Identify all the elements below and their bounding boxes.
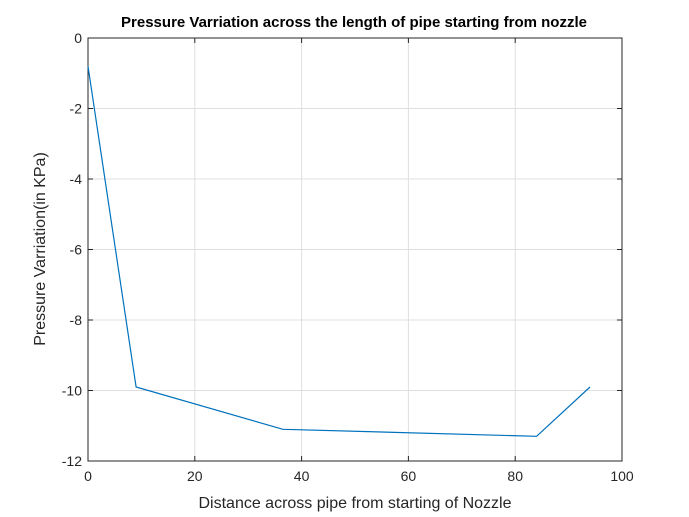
- x-tick-label: 100: [610, 468, 634, 484]
- x-tick-label: 20: [187, 468, 203, 484]
- x-tick-label: 0: [84, 468, 92, 484]
- y-tick-label: -2: [70, 101, 83, 117]
- y-tick-label: -8: [70, 312, 83, 328]
- series-line: [87, 66, 591, 437]
- y-tick-label: -10: [62, 383, 82, 399]
- chart-title: Pressure Varriation across the length of…: [121, 14, 587, 31]
- y-tick-label: -4: [70, 171, 83, 187]
- y-tick-label: 0: [74, 30, 82, 46]
- axis-ticks: [87, 37, 623, 462]
- y-tick-label: -6: [70, 242, 83, 258]
- series-group: [87, 66, 591, 437]
- grid-lines: [88, 38, 622, 461]
- y-tick-label: -12: [62, 453, 82, 469]
- y-tick-labels: 0 -2 -4 -6 -8 -10 -12: [62, 30, 82, 469]
- x-tick-label: 60: [401, 468, 417, 484]
- y-axis-label: Pressure Varriation(in KPa): [32, 152, 49, 346]
- x-tick-label: 40: [294, 468, 310, 484]
- x-axis-label: Distance across pipe from starting of No…: [198, 495, 511, 512]
- x-tick-label: 80: [507, 468, 523, 484]
- x-tick-labels: 0 20 40 60 80 100: [84, 468, 634, 484]
